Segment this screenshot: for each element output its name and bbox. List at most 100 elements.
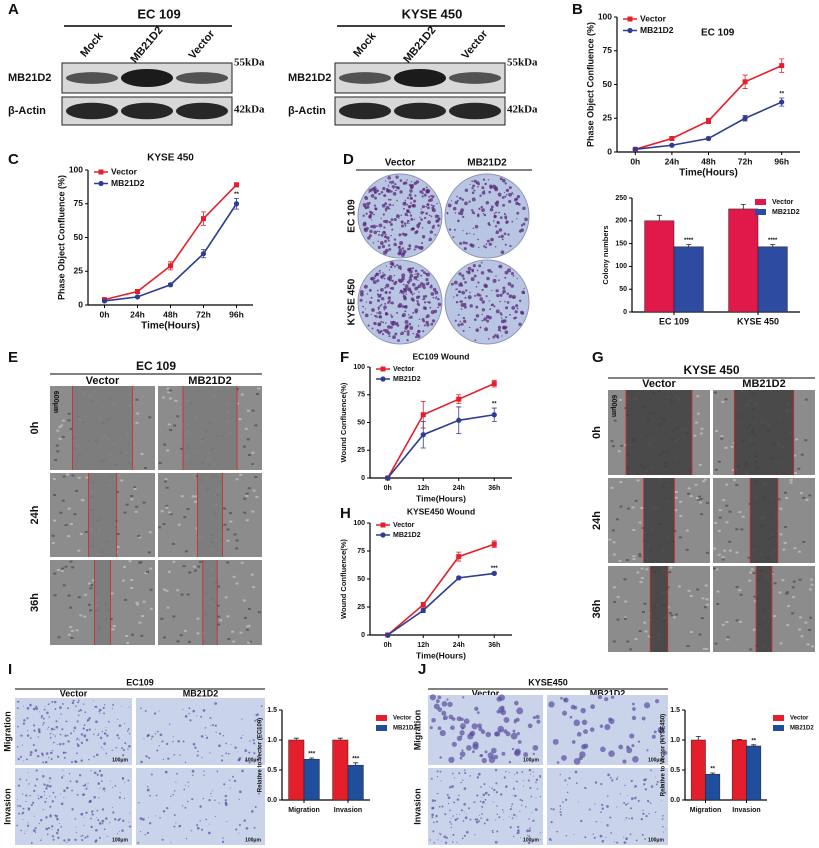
colony [467,266,472,271]
texture [700,513,704,516]
colony [464,188,469,193]
cell [515,717,520,722]
colony [406,203,409,206]
cell [60,826,63,828]
cell [654,699,660,704]
colony [385,248,389,253]
cell [214,702,218,705]
cell [655,776,657,778]
colony [457,323,461,327]
cell [649,802,652,804]
cell [260,728,262,730]
cell [242,734,244,736]
colony [400,253,405,258]
texture [77,476,81,479]
colony [382,213,385,216]
cell [105,726,107,728]
colony [381,203,386,208]
dish [444,259,530,345]
colony [492,335,496,339]
cell [83,734,87,738]
cell [85,783,87,785]
cell [478,726,483,732]
colony [380,233,384,237]
colony [457,313,460,316]
cell [209,717,212,719]
colony [400,331,404,335]
cell [47,726,50,729]
colony [408,317,411,319]
cell [429,694,436,701]
texture [777,498,781,501]
colony [423,193,427,197]
cell [444,841,448,844]
cell [463,803,466,806]
cell [45,827,49,831]
row-label: MB21D2 [8,72,51,84]
texture [124,598,128,601]
cell [245,759,248,762]
cell [100,736,102,738]
colony [374,207,378,211]
colony [448,228,452,231]
colony [396,311,399,314]
texture [164,478,168,481]
texture [668,571,672,574]
cell [469,730,476,737]
colony [404,326,408,330]
texture [689,595,693,598]
cell [47,728,49,730]
texture [625,559,629,562]
cell [536,788,538,790]
colony [383,277,386,280]
texture [689,631,693,634]
cell [531,811,533,813]
colony [471,186,474,190]
cell [431,717,436,723]
cell [139,817,143,821]
texture [624,600,628,603]
texture [59,511,63,514]
colony [400,214,403,217]
cell [438,832,440,834]
cell [20,829,22,832]
cell [253,826,256,829]
texture [714,430,718,433]
texture [196,617,200,620]
cell [663,750,668,755]
bar [673,246,704,313]
colony [433,309,438,314]
texture [81,499,85,502]
texture [713,567,717,570]
texture [713,547,717,550]
texture [166,387,170,390]
cell [49,777,52,780]
cell [450,826,452,829]
cell [159,817,161,819]
cell [141,817,145,821]
cell [258,729,261,731]
cell [90,817,92,820]
cell [33,815,35,817]
colony [396,264,399,267]
texture [721,558,725,561]
cell [68,772,71,775]
cell [622,759,627,764]
colony [456,288,458,290]
cell [508,760,512,764]
cell [624,819,626,821]
cell [99,787,101,789]
colony [369,214,372,217]
colony [411,298,415,302]
y-tick-label: 100 [353,520,365,527]
cell [456,814,457,815]
colony [408,244,412,248]
texture [687,492,691,495]
x-tick-label: 96h [774,156,789,166]
texture [644,630,648,633]
cell [111,787,114,789]
marker [742,79,748,85]
texture [739,593,743,596]
colony [416,329,421,334]
texture [616,596,620,599]
